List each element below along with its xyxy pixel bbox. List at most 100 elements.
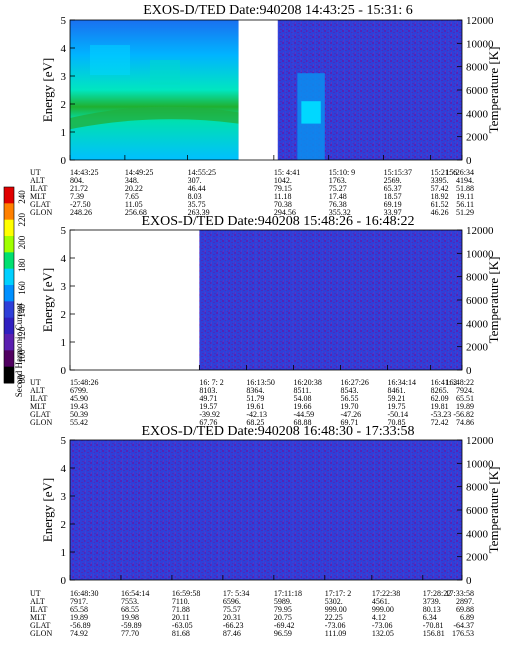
texture-streak xyxy=(144,440,145,580)
table-cell: 20.22 xyxy=(125,184,143,193)
texture-streak xyxy=(292,230,293,370)
texture-streak xyxy=(455,440,456,580)
y2-tick-label: 12000 xyxy=(466,435,494,447)
texture-streak xyxy=(219,230,220,370)
hot-region xyxy=(70,20,239,160)
table-cell: 18.92 xyxy=(431,192,449,201)
y-tick-label: 2 xyxy=(61,309,67,321)
texture-streak xyxy=(396,440,397,580)
table-cell: 69.19 xyxy=(384,200,402,209)
texture-streak xyxy=(278,440,279,580)
row-label: ALT xyxy=(30,176,45,185)
table-cell: 16:48:30 xyxy=(70,589,98,598)
table-cell: -63.05 xyxy=(172,621,193,630)
texture-streak xyxy=(448,20,449,160)
table-cell: 62.09 xyxy=(431,394,449,403)
table-cell: 70.38 xyxy=(274,200,292,209)
colorbar-cell xyxy=(4,187,14,204)
table-cell: 45.90 xyxy=(70,394,88,403)
texture-streak xyxy=(418,230,419,370)
table-cell: 348. xyxy=(125,176,139,185)
table-cell: 65.58 xyxy=(70,605,88,614)
texture-streak xyxy=(226,440,227,580)
table-cell: 15: 4:41 xyxy=(274,168,300,177)
table-cell: 17:22:38 xyxy=(372,589,400,598)
texture-streak xyxy=(455,20,456,160)
table-cell: 70.85 xyxy=(388,418,406,427)
row-label: ALT xyxy=(30,386,45,395)
table-cell: 72.42 xyxy=(431,418,449,427)
colorbar-cell xyxy=(4,268,14,286)
table-cell: 19.43 xyxy=(70,402,88,411)
row-label: ILAT xyxy=(30,184,47,193)
texture-streak xyxy=(108,440,109,580)
table-cell: 15:26:34 xyxy=(446,168,474,177)
texture-streak xyxy=(145,440,146,580)
table-cell: 176.53 xyxy=(452,629,474,638)
texture-streak xyxy=(130,440,131,580)
y-axis-label: Energy [eV] xyxy=(40,58,55,122)
texture-streak xyxy=(433,440,434,580)
row-label: UT xyxy=(30,168,41,177)
texture-streak xyxy=(418,20,419,160)
texture-streak xyxy=(352,440,353,580)
table-cell: 20.11 xyxy=(172,613,190,622)
table-cell: 14:43:25 xyxy=(70,168,98,177)
texture-streak xyxy=(196,440,197,580)
table-cell: 15:48:26 xyxy=(70,378,98,387)
table-cell: 132.05 xyxy=(372,629,394,638)
table-cell: 4.12 xyxy=(372,613,386,622)
hot-region-2-core xyxy=(301,101,321,124)
table-cell: -47.26 xyxy=(340,410,361,419)
colorbar-cell xyxy=(4,236,14,253)
table-cell: 21.72 xyxy=(70,184,88,193)
table-cell: 16:34:14 xyxy=(388,378,416,387)
y2-tick-label: 10000 xyxy=(466,248,494,260)
colorbar-frame xyxy=(3,186,15,384)
y2-tick-label: 4000 xyxy=(466,318,489,330)
texture-streak xyxy=(71,440,72,580)
data-gap xyxy=(70,229,200,371)
table-cell: 57.42 xyxy=(431,184,449,193)
row-label: GLON xyxy=(30,418,52,427)
colorbar-cell xyxy=(4,317,14,335)
table-cell: 16:48:22 xyxy=(446,378,474,387)
table-cell: 71.88 xyxy=(172,605,190,614)
texture-streak xyxy=(455,230,456,370)
texture-streak xyxy=(233,440,234,580)
table-cell: 33.97 xyxy=(384,208,402,217)
table-cell: 263.39 xyxy=(188,208,210,217)
table-cell: 15:15:37 xyxy=(384,168,412,177)
table-cell: 75.27 xyxy=(329,184,347,193)
table-cell: 5989. xyxy=(274,597,292,606)
table-cell: 8364. xyxy=(246,386,264,395)
table-cell: 81.68 xyxy=(172,629,190,638)
plot-background xyxy=(70,440,462,580)
table-cell: 294.56 xyxy=(274,208,296,217)
table-cell: 355.32 xyxy=(329,208,351,217)
table-cell: 11.05 xyxy=(125,200,143,209)
texture-streak xyxy=(256,440,257,580)
texture-streak xyxy=(285,230,286,370)
table-cell: 18.57 xyxy=(384,192,402,201)
colorbar-tick-label: 160 xyxy=(17,281,27,295)
table-cell: 20.31 xyxy=(223,613,241,622)
texture-streak xyxy=(78,440,79,580)
colorbar-tick-label: 140 xyxy=(17,304,27,318)
row-label: ILAT xyxy=(30,394,47,403)
y-tick-label: 0 xyxy=(61,365,67,377)
table-cell: 6.34 xyxy=(423,613,437,622)
table-cell: 999.00 xyxy=(325,605,347,614)
texture-streak xyxy=(248,440,249,580)
texture-streak xyxy=(344,440,345,580)
table-cell: 17:17: 2 xyxy=(325,589,351,598)
table-cell: 46.26 xyxy=(431,208,449,217)
table-cell: 4561. xyxy=(372,597,390,606)
table-cell: 17:33:58 xyxy=(446,589,474,598)
table-cell: 67.76 xyxy=(199,418,217,427)
texture-streak xyxy=(278,20,279,160)
y-tick-label: 3 xyxy=(61,71,67,83)
table-cell: 68.55 xyxy=(121,605,139,614)
texture-streak xyxy=(315,440,316,580)
